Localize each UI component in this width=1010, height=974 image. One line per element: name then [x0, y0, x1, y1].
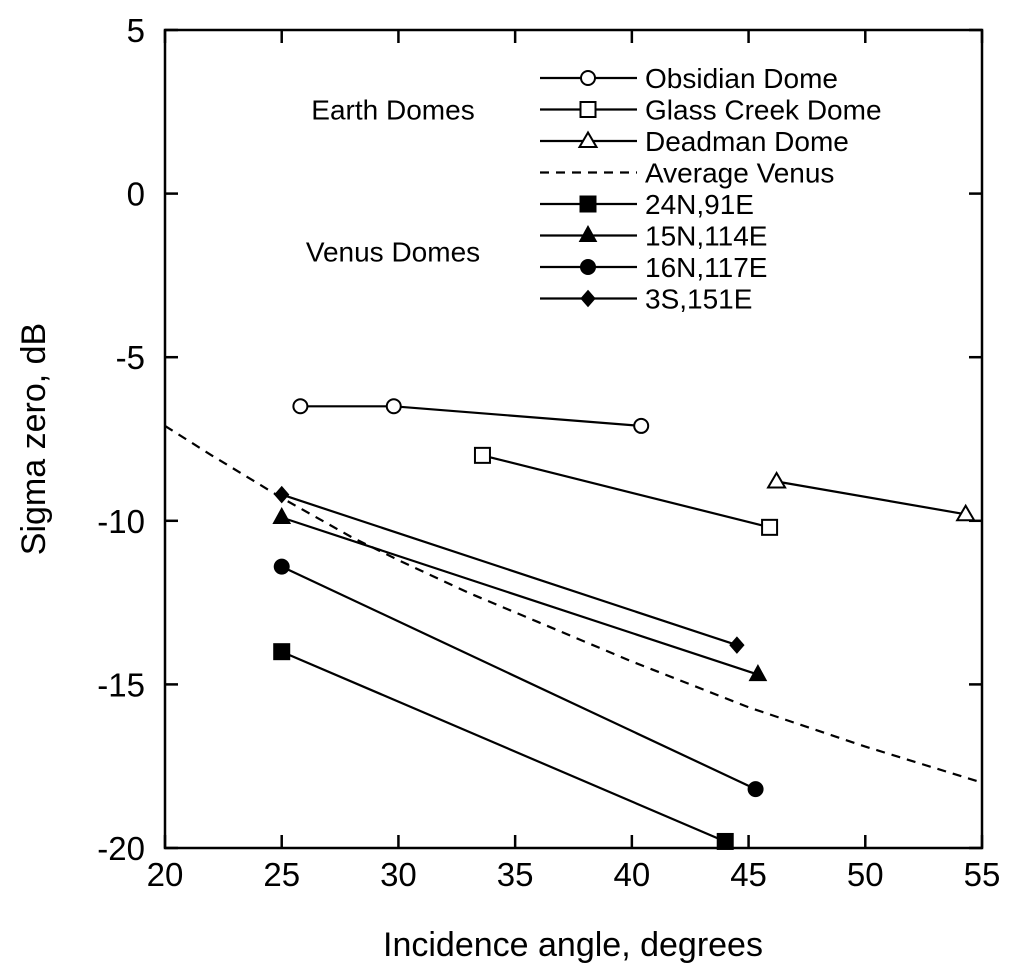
series-line-glass-creek-dome — [482, 454, 770, 529]
legend-item-16n-117e: 16N,117E — [540, 252, 767, 283]
data-point-3s-151e-1 — [729, 636, 745, 654]
series-line-24n-91e — [281, 650, 726, 843]
legend-item-obsidian-dome: Obsidian Dome — [540, 63, 838, 94]
x-tick-label-45: 45 — [730, 856, 767, 893]
legend-marker-3s-151e — [580, 289, 596, 308]
legend-label-glass-creek-dome: Glass Creek Dome — [645, 95, 882, 126]
legend-label-15n-114e: 15N,114E — [645, 221, 767, 252]
series-average-venus — [164, 424, 983, 784]
legend-item-24n-91e: 24N,91E — [540, 189, 754, 220]
x-tick-label-55: 55 — [964, 856, 1001, 893]
data-point-obsidian-dome-2 — [633, 417, 650, 434]
y-tick-label--15: -15 — [97, 666, 145, 703]
x-tick-label-20: 20 — [147, 856, 184, 893]
legend-item-deadman-dome: Deadman Dome — [540, 126, 849, 157]
legend-item-15n-114e: 15N,114E — [540, 221, 767, 252]
legend-marker-15n-114e — [578, 224, 598, 242]
data-point-24n-91e-1 — [716, 832, 734, 850]
series-line-average-venus — [164, 424, 983, 784]
x-tick-label-30: 30 — [380, 856, 417, 893]
y-axis-label: Sigma zero, dB — [15, 323, 53, 555]
data-point-glass-creek-dome-0 — [473, 446, 491, 464]
legend-marker-16n-117e — [580, 259, 596, 275]
series-layer — [164, 398, 983, 850]
series-3s-151e — [274, 485, 745, 654]
y-tick-label--5: -5 — [116, 339, 145, 376]
x-tick-label-35: 35 — [497, 856, 534, 893]
data-point-deadman-dome-0 — [766, 471, 787, 489]
series-obsidian-dome — [292, 398, 650, 434]
legend-label-24n-91e: 24N,91E — [645, 189, 754, 220]
legend-label-average-venus: Average Venus — [645, 158, 834, 189]
data-point-15n-114e-1 — [748, 664, 768, 682]
series-glass-creek-dome — [473, 446, 779, 536]
legend-marker-deadman-dome — [577, 130, 599, 148]
legend-group-venus-domes: Venus Domes — [306, 236, 480, 267]
series-16n-117e — [273, 558, 764, 798]
plot-frame — [163, 28, 984, 850]
series-line-deadman-dome — [776, 480, 966, 516]
y-tick-label-5: 5 — [127, 12, 145, 49]
x-axis-label: Incidence angle, degrees — [383, 926, 763, 964]
legend-item-average-venus: Average Venus — [540, 158, 834, 189]
series-line-3s-151e — [281, 493, 738, 647]
legend-label-obsidian-dome: Obsidian Dome — [645, 63, 838, 94]
data-point-16n-117e-1 — [747, 781, 764, 798]
y-tick-label-0: 0 — [127, 176, 145, 213]
legend-marker-glass-creek-dome — [579, 101, 597, 118]
y-tick-label--10: -10 — [97, 503, 145, 540]
data-point-24n-91e-0 — [273, 643, 291, 661]
x-tick-label-40: 40 — [613, 856, 650, 893]
legend-group-earth-domes: Earth Domes — [311, 95, 474, 126]
x-tick-label-50: 50 — [847, 856, 884, 893]
series-line-obsidian-dome — [300, 405, 642, 427]
legend-label-deadman-dome: Deadman Dome — [645, 126, 849, 157]
data-point-16n-117e-0 — [273, 558, 290, 575]
series-deadman-dome — [766, 471, 976, 522]
series-24n-91e — [273, 643, 734, 850]
data-point-obsidian-dome-1 — [385, 398, 402, 415]
data-point-15n-114e-0 — [272, 506, 292, 525]
legend-item-3s-151e: 3S,151E — [540, 284, 752, 315]
data-point-obsidian-dome-0 — [292, 398, 309, 415]
legend-label-16n-117e: 16N,117E — [645, 252, 767, 283]
legend-marker-obsidian-dome — [580, 70, 596, 86]
legend-marker-24n-91e — [579, 195, 597, 213]
y-tick-label--20: -20 — [97, 830, 145, 867]
series-line-15n-114e — [281, 516, 759, 676]
legend-item-glass-creek-dome: Glass Creek Dome — [540, 95, 882, 126]
x-tick-label-25: 25 — [263, 856, 300, 893]
data-point-deadman-dome-1 — [955, 503, 976, 522]
data-point-glass-creek-dome-1 — [761, 518, 779, 536]
data-point-3s-151e-0 — [274, 485, 290, 504]
legend-label-3s-151e: 3S,151E — [645, 284, 752, 315]
series-line-16n-117e — [281, 565, 757, 791]
series-15n-114e — [272, 506, 768, 682]
